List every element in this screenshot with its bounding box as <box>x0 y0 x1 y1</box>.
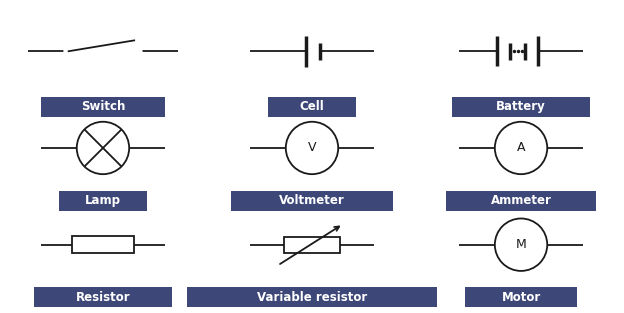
Text: Lamp: Lamp <box>85 194 121 207</box>
Text: Battery: Battery <box>496 100 546 113</box>
Ellipse shape <box>133 47 142 56</box>
FancyBboxPatch shape <box>34 287 172 307</box>
Text: Motor: Motor <box>502 291 540 304</box>
Text: Voltmeter: Voltmeter <box>279 194 345 207</box>
FancyBboxPatch shape <box>446 191 596 211</box>
Text: M: M <box>515 238 527 251</box>
Ellipse shape <box>64 47 73 56</box>
FancyBboxPatch shape <box>284 237 340 253</box>
FancyBboxPatch shape <box>231 191 393 211</box>
FancyBboxPatch shape <box>41 97 165 117</box>
Text: Cell: Cell <box>300 100 324 113</box>
Text: A: A <box>517 141 525 154</box>
Ellipse shape <box>286 122 338 174</box>
Text: Variable resistor: Variable resistor <box>257 291 367 304</box>
Ellipse shape <box>495 218 547 271</box>
Text: Resistor: Resistor <box>76 291 130 304</box>
Text: V: V <box>308 141 316 154</box>
FancyBboxPatch shape <box>72 236 134 253</box>
Ellipse shape <box>495 122 547 174</box>
FancyBboxPatch shape <box>452 97 590 117</box>
FancyBboxPatch shape <box>187 287 437 307</box>
Text: Switch: Switch <box>80 100 125 113</box>
FancyBboxPatch shape <box>465 287 577 307</box>
FancyBboxPatch shape <box>59 191 147 211</box>
FancyBboxPatch shape <box>268 97 356 117</box>
Text: Ammeter: Ammeter <box>490 194 552 207</box>
